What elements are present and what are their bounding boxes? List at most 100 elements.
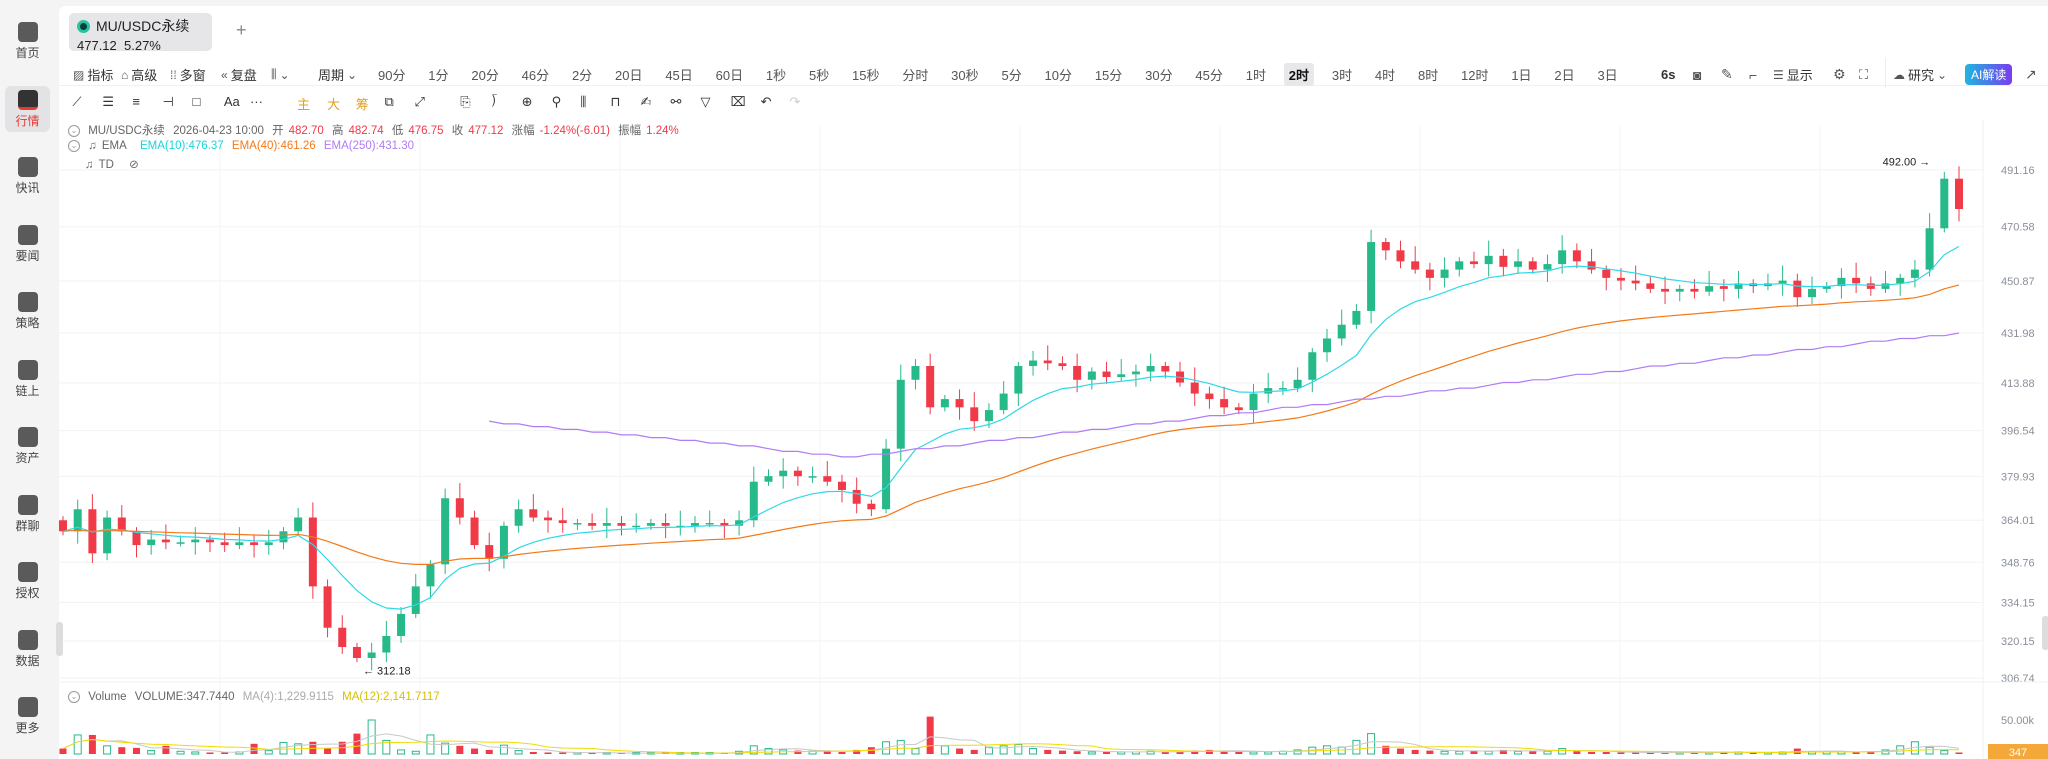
sidebar-item-1[interactable]: 行情 xyxy=(5,85,50,132)
filter-tool-icon[interactable]: ▽ xyxy=(700,94,711,109)
period-7[interactable]: 60日 xyxy=(715,68,744,83)
period-16[interactable]: 30分 xyxy=(1145,68,1173,83)
zoom-tool-icon[interactable]: ⊕ xyxy=(521,94,533,109)
ruler-tool-icon[interactable]: ⟌ xyxy=(491,94,497,109)
main-tool-icon[interactable]: 主 xyxy=(296,97,310,112)
chart-type-dropdown[interactable]: ⫼ ⌄ xyxy=(271,67,290,82)
sidebar-item-4[interactable]: 策略 xyxy=(5,288,50,334)
period-0[interactable]: 90分 xyxy=(378,68,406,83)
ai-interpret-button[interactable]: AI解读 xyxy=(1965,64,2013,85)
bell-icon[interactable]: ♫ xyxy=(85,159,94,171)
sidebar-item-6[interactable]: 资产 xyxy=(5,423,50,469)
period-24[interactable]: 1日 xyxy=(1511,68,1532,83)
period-26[interactable]: 3日 xyxy=(1597,68,1618,83)
period-dropdown[interactable]: 周期 ⌄ xyxy=(318,65,357,84)
replay-button[interactable]: «复盘 xyxy=(221,65,257,84)
fullscreen-icon[interactable]: ⛶ xyxy=(1859,66,1869,82)
collapse-icon[interactable]: ⌄ xyxy=(68,691,80,703)
period-22[interactable]: 8时 xyxy=(1417,68,1439,83)
advanced-button[interactable]: ⌂ 高级 xyxy=(121,65,157,84)
copy-tool-icon[interactable]: ⎘ xyxy=(460,94,471,109)
sidebar-collapse-handle[interactable] xyxy=(56,622,63,656)
period-23[interactable]: 12时 xyxy=(1461,68,1489,83)
collapse-icon[interactable]: ⌄ xyxy=(68,140,80,152)
volume-bar xyxy=(794,750,802,754)
period-25[interactable]: 2日 xyxy=(1554,68,1575,83)
sidebar-item-8[interactable]: 授权 xyxy=(5,558,50,604)
horizontal-lines-tool-icon[interactable]: ≡ xyxy=(132,94,141,109)
robot-icon xyxy=(17,292,38,312)
sidebar-item-0[interactable]: 首页 xyxy=(5,18,50,64)
period-10[interactable]: 15秒 xyxy=(852,68,880,83)
period-13[interactable]: 5分 xyxy=(1001,68,1022,83)
pen-icon[interactable]: ✎ xyxy=(1721,66,1733,82)
sidebar-item-10[interactable]: 更多 xyxy=(5,693,50,739)
magnet-tool-icon[interactable]: ⚲ xyxy=(551,94,562,109)
period-3[interactable]: 46分 xyxy=(521,68,550,83)
multi-window-button[interactable]: ⁞⁞ 多窗 xyxy=(170,65,206,84)
sidebar-item-2[interactable]: 快讯 xyxy=(5,153,50,199)
period-18[interactable]: 1时 xyxy=(1245,68,1266,83)
period-5[interactable]: 20日 xyxy=(615,68,643,83)
link-tool-icon[interactable]: ⚯ xyxy=(670,94,682,109)
add-tab-button[interactable]: + xyxy=(236,20,247,40)
sidebar-item-3[interactable]: 要闻 xyxy=(5,221,50,267)
period-8[interactable]: 1秒 xyxy=(765,68,787,83)
camera-icon[interactable]: ◙ xyxy=(1693,66,1702,83)
volume-bar xyxy=(1925,746,1934,755)
horizontal-ray-tool-icon[interactable]: ⊣ xyxy=(162,94,174,109)
research-dropdown[interactable]: ☁ 研究 ⌄ xyxy=(1893,65,1947,84)
period-4[interactable]: 2分 xyxy=(571,68,593,83)
period-21[interactable]: 4时 xyxy=(1374,68,1396,83)
text-tool-icon[interactable]: Aa xyxy=(223,94,240,109)
hide-eye-icon[interactable]: ⊘ xyxy=(129,159,139,171)
lock-tool-icon[interactable]: ⊓ xyxy=(610,94,621,109)
display-button[interactable]: ☰ 显示 xyxy=(1773,65,1813,84)
measure-tool-icon[interactable]: ⫼ xyxy=(580,94,587,109)
more-tool-icon[interactable]: ··· xyxy=(249,94,263,109)
symbol-tab[interactable]: MU/USDC永续 477.12 5.27% xyxy=(69,13,212,53)
parallel-channel-tool-icon[interactable]: ☰ xyxy=(102,94,115,109)
period-2[interactable]: 20分 xyxy=(471,68,499,83)
period-19[interactable]: 2时 xyxy=(1283,63,1315,86)
settings-gear-icon[interactable]: ⚙ xyxy=(1833,66,1846,82)
right-panel-handle[interactable] xyxy=(2042,616,2048,650)
refresh-interval[interactable]: 6s xyxy=(1661,67,1676,82)
chips-tool-icon[interactable]: 筹 xyxy=(355,97,369,112)
note-tool-icon[interactable]: ✍ xyxy=(640,94,652,109)
period-14[interactable]: 10分 xyxy=(1044,68,1072,83)
volume-bar xyxy=(1058,750,1066,754)
bell-icon[interactable]: ♫ xyxy=(88,140,97,153)
period-12[interactable]: 30秒 xyxy=(951,68,979,83)
candle-body xyxy=(1690,288,1699,292)
large-tool-icon[interactable]: 大 xyxy=(327,97,341,112)
sidebar-item-5[interactable]: 链上 xyxy=(5,356,50,402)
period-11[interactable]: 分时 xyxy=(902,68,929,83)
rectangle-tool-icon[interactable]: □ xyxy=(192,94,201,109)
candle-body xyxy=(1866,283,1875,289)
redo-tool-icon[interactable]: ↷ xyxy=(789,94,801,109)
period-15[interactable]: 15分 xyxy=(1094,68,1123,83)
period-1[interactable]: 1分 xyxy=(428,68,449,83)
period-9[interactable]: 5秒 xyxy=(808,68,830,83)
collapse-icon[interactable]: ⌄ xyxy=(68,124,80,137)
indicator-button[interactable]: ▨ 指标 xyxy=(73,65,113,84)
period-label: 周期 xyxy=(318,68,345,83)
undo-tool-icon[interactable]: ↶ xyxy=(760,94,772,109)
period-6[interactable]: 45日 xyxy=(665,68,693,83)
volume-bar xyxy=(1661,752,1669,754)
add-window-icon[interactable]: ⌐ xyxy=(1749,66,1758,83)
ema10-line xyxy=(62,245,1960,610)
sidebar-item-7[interactable]: 群聊 xyxy=(5,491,50,537)
sidebar-item-9[interactable]: 数据 xyxy=(5,626,50,672)
tool-a-tool-icon[interactable]: ⧉ xyxy=(384,94,394,109)
candle-body xyxy=(397,613,406,636)
delete-tool-icon[interactable]: ⌧ xyxy=(730,94,746,109)
period-20[interactable]: 3时 xyxy=(1331,68,1353,83)
tool-b-tool-icon[interactable]: ⤢ xyxy=(414,94,425,109)
share-icon[interactable]: ↗ xyxy=(2025,66,2037,82)
sidebar-item-label: 快讯 xyxy=(15,181,40,195)
trend-line-tool-icon[interactable]: ⟋ xyxy=(72,94,82,109)
period-17[interactable]: 45分 xyxy=(1195,68,1223,83)
